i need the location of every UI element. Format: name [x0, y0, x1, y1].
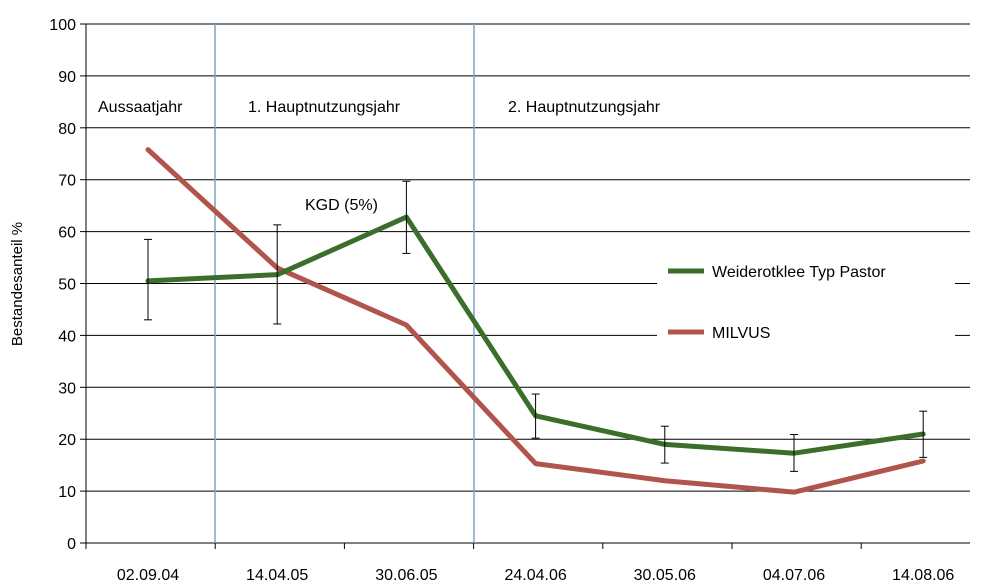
x-tick-label: 14.04.05 [246, 567, 308, 584]
period-label: 2. Hauptnutzungsjahr [508, 99, 661, 116]
period-label: Aussaatjahr [98, 99, 183, 116]
y-tick-label: 90 [58, 69, 76, 86]
x-tick-labels: 02.09.04 14.04.05 30.06.05 24.04.06 30.05.06… [117, 567, 955, 584]
period-label: 1. Hauptnutzungsjahr [248, 99, 401, 116]
y-tick-label: 60 [58, 225, 76, 242]
period-separators [214, 24, 475, 543]
period-labels: Aussaatjahr 1. Hauptnutzungsjahr 2. Hauptn… [98, 99, 661, 116]
y-tick-label: 40 [58, 328, 76, 345]
series-lines [145, 147, 926, 495]
kgd-annotation: KGD (5%) [305, 197, 378, 214]
x-tick-label: 30.06.05 [375, 567, 437, 584]
y-tick-label: 30 [58, 380, 76, 397]
legend-label: Weiderotklee Typ Pastor [712, 264, 886, 281]
error-bars [144, 180, 928, 472]
y-tick-label: 70 [58, 173, 76, 190]
gridlines [86, 23, 970, 492]
y-tick-label: 50 [58, 277, 76, 294]
x-tick-label: 24.04.06 [504, 567, 566, 584]
y-tick-labels: 0 10 20 30 40 50 60 70 80 90 100 [49, 17, 76, 553]
y-tick-label: 80 [58, 121, 76, 138]
y-tick-label: 10 [58, 484, 76, 501]
legend: Weiderotklee Typ Pastor MILVUS [668, 264, 886, 342]
x-tick-label: 14.08.06 [892, 567, 954, 584]
axes [80, 23, 970, 549]
y-tick-label: 0 [67, 536, 76, 553]
x-tick-label: 02.09.04 [117, 567, 179, 584]
x-tick-label: 04.07.06 [763, 567, 825, 584]
y-tick-label: 100 [49, 17, 76, 34]
legend-label: MILVUS [712, 325, 770, 342]
x-tick-label: 30.05.06 [634, 567, 696, 584]
y-axis-label: Bestandesanteil % [9, 222, 26, 346]
series-line [145, 147, 926, 495]
y-tick-label: 20 [58, 432, 76, 449]
